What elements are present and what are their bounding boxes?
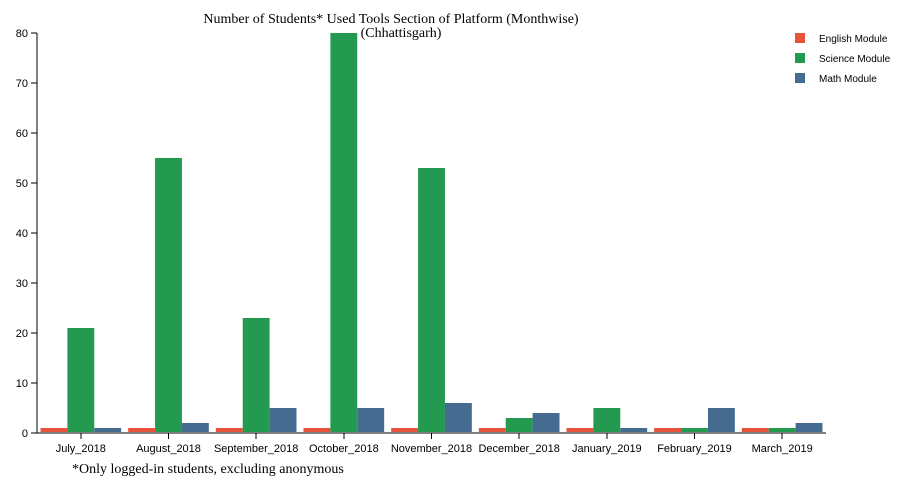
bar-math-module-july_2018 <box>94 428 122 432</box>
bar-science-module-october_2018 <box>330 33 358 432</box>
x-tick-label: October_2018 <box>309 443 379 455</box>
y-tick-label: 10 <box>16 378 28 390</box>
x-tick-label: March_2019 <box>752 443 813 455</box>
bar-science-module-november_2018 <box>418 168 445 432</box>
bar-science-module-august_2018 <box>155 158 182 432</box>
y-tick-label: 30 <box>16 278 28 290</box>
bars <box>40 33 823 432</box>
legend-label: English Module <box>819 34 888 45</box>
x-tick-label: August_2018 <box>136 443 201 455</box>
bar-english-module-august_2018 <box>128 428 156 432</box>
bar-english-module-march_2019 <box>741 428 769 432</box>
bar-math-module-november_2018 <box>444 403 472 432</box>
x-tick-label: January_2019 <box>572 443 642 455</box>
x-tick-label: December_2018 <box>478 443 559 455</box>
bar-science-module-march_2019 <box>768 428 796 432</box>
y-axis: 0 10 20 30 40 50 60 70 80 <box>16 28 38 440</box>
legend-swatch <box>795 53 805 63</box>
bar-english-module-october_2018 <box>303 428 331 432</box>
bar-science-module-september_2018 <box>242 318 270 432</box>
bar-english-module-july_2018 <box>40 428 68 432</box>
bar-english-module-december_2018 <box>478 428 506 432</box>
bar-math-module-march_2019 <box>795 423 823 432</box>
bar-science-module-december_2018 <box>505 418 533 432</box>
bar-science-module-february_2019 <box>681 428 708 432</box>
legend-swatch <box>795 33 805 43</box>
x-axis: July_2018 August_2018 September_2018 Octobe… <box>37 432 826 455</box>
y-tick-label: 80 <box>16 28 28 40</box>
chart-title: Number of Students* Used Tools Section o… <box>203 12 579 27</box>
legend: English Module Science Module Math Module <box>795 33 891 85</box>
bar-math-module-february_2019 <box>707 408 735 432</box>
y-tick-label: 60 <box>16 128 28 140</box>
y-tick-label: 50 <box>16 178 28 190</box>
bar-english-module-january_2019 <box>566 428 594 432</box>
y-tick-label: 70 <box>16 78 28 90</box>
bar-math-module-september_2018 <box>269 408 297 432</box>
bar-math-module-december_2018 <box>532 413 560 432</box>
bar-science-module-july_2018 <box>67 328 95 432</box>
bar-english-module-november_2018 <box>391 428 419 432</box>
bar-english-module-february_2019 <box>654 428 682 432</box>
legend-label: Science Module <box>819 54 891 65</box>
chart-footnote: *Only logged-in students, excluding anon… <box>72 462 344 477</box>
legend-swatch <box>795 73 805 83</box>
x-tick-label: November_2018 <box>391 443 472 455</box>
x-tick-label: February_2019 <box>657 443 732 455</box>
y-tick-label: 0 <box>22 428 28 440</box>
x-tick-label: September_2018 <box>214 443 298 455</box>
bar-math-module-october_2018 <box>357 408 385 432</box>
legend-label: Math Module <box>819 74 877 85</box>
chart-subtitle: (Chhattisgarh) <box>361 26 442 41</box>
bar-science-module-january_2019 <box>593 408 621 432</box>
y-tick-label: 20 <box>16 328 28 340</box>
x-tick-label: July_2018 <box>56 443 106 455</box>
y-tick-label: 40 <box>16 228 28 240</box>
bar-math-module-january_2019 <box>620 428 648 432</box>
bar-english-module-september_2018 <box>215 428 243 432</box>
bar-math-module-august_2018 <box>181 423 209 432</box>
